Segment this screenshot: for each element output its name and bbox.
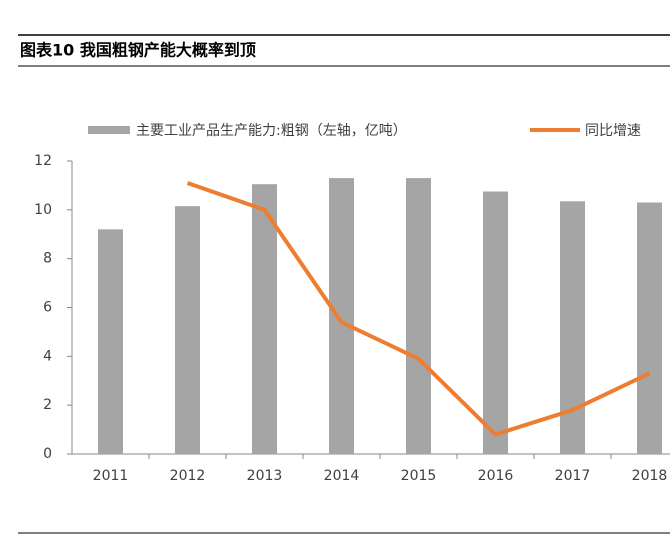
- legend-swatch: [88, 126, 130, 134]
- line: [186, 181, 651, 437]
- y-tick-label: 2: [43, 397, 52, 413]
- bar: [560, 201, 585, 454]
- y-tick-label: 0: [43, 446, 52, 462]
- bar: [252, 184, 277, 454]
- x-tick-label: 2015: [401, 468, 437, 484]
- bar: [483, 191, 508, 455]
- x-tick-label: 2017: [555, 468, 591, 484]
- x-tick-label: 2013: [247, 468, 283, 484]
- x-tick-label: 2016: [478, 468, 514, 484]
- x-tick-label: 2018: [632, 468, 668, 484]
- x-tick-label: 2011: [93, 468, 129, 484]
- x-tick-label: 2012: [170, 468, 206, 484]
- bar: [98, 229, 123, 454]
- y-tick-label: 8: [43, 251, 52, 267]
- bar: [637, 202, 662, 454]
- legend-label: 主要工业产品生产能力:粗钢（左轴，亿吨）: [136, 123, 407, 139]
- bar: [406, 178, 431, 454]
- bar: [175, 206, 200, 454]
- y-tick-label: 6: [43, 300, 52, 316]
- bar: [329, 178, 354, 454]
- y-tick-label: 4: [43, 348, 52, 364]
- y-tick-label: 12: [34, 153, 52, 169]
- y-tick-label: 10: [34, 202, 52, 218]
- chart-title: 图表10 我国粗钢产能大概率到顶: [20, 41, 256, 60]
- x-tick-label: 2014: [324, 468, 360, 484]
- legend-label: 同比增速: [585, 123, 641, 139]
